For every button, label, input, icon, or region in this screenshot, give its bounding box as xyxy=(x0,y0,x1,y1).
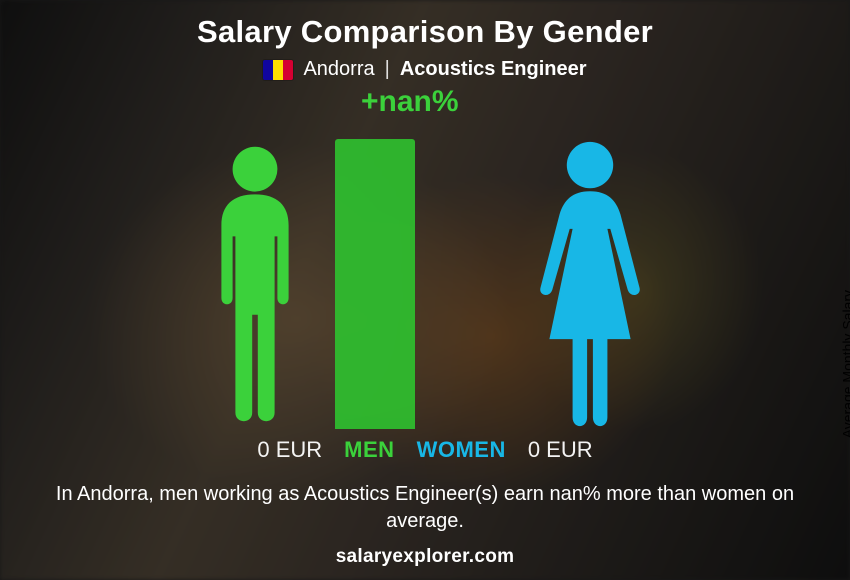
male-bar xyxy=(335,139,415,429)
male-value: 0 EUR xyxy=(257,437,322,463)
subtitle-row: Andorra | Acoustics Engineer xyxy=(263,58,586,81)
job-title: Acoustics Engineer xyxy=(400,58,587,81)
flag-icon xyxy=(263,60,293,80)
country-label: Andorra xyxy=(303,58,374,81)
separator: | xyxy=(385,58,390,81)
flag-stripe-3 xyxy=(283,60,293,80)
male-icon xyxy=(185,139,325,429)
person-female-icon xyxy=(515,139,665,429)
person-male-icon xyxy=(185,139,325,429)
flag-stripe-2 xyxy=(273,60,283,80)
labels-row: 0 EUR MEN WOMEN 0 EUR xyxy=(75,437,775,463)
female-icon xyxy=(515,139,665,429)
chart-area: +nan% xyxy=(75,89,775,429)
male-label: MEN xyxy=(344,437,394,463)
percent-diff-label: +nan% xyxy=(361,85,459,119)
female-value: 0 EUR xyxy=(528,437,593,463)
site-credit: salaryexplorer.com xyxy=(0,546,850,568)
content-container: Salary Comparison By Gender Andorra | Ac… xyxy=(0,0,850,580)
female-label: WOMEN xyxy=(417,437,506,463)
description-text: In Andorra, men working as Acoustics Eng… xyxy=(55,481,795,535)
page-title: Salary Comparison By Gender xyxy=(197,14,653,50)
y-axis-label: Average Monthly Salary xyxy=(839,290,850,438)
flag-stripe-1 xyxy=(263,60,273,80)
